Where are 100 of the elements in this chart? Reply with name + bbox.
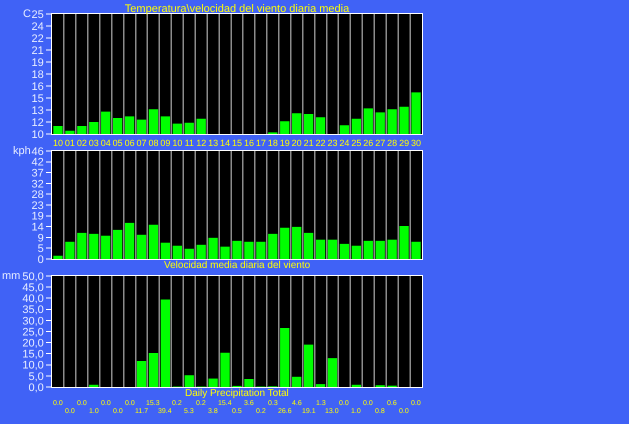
y-tick-label: 45,0: [22, 282, 44, 294]
y-tick-label: 5,0: [28, 370, 44, 383]
chart-title: Temperatura\velocidad del viento diaria media: [124, 3, 350, 15]
bar: [65, 242, 75, 259]
bar: [316, 384, 326, 387]
x-tick-label: 25: [351, 138, 362, 148]
y-tick-label: 5: [38, 243, 44, 256]
bar: [160, 242, 170, 259]
x-tick-label: 01: [64, 138, 75, 148]
y-tick-label: 24: [32, 20, 44, 33]
y-tick-label: 15: [32, 92, 44, 105]
x-tick-label: 07: [136, 138, 147, 148]
bar: [256, 242, 266, 259]
x-tick-label: 08: [148, 138, 158, 148]
bar: [172, 246, 182, 259]
bar: [136, 234, 146, 259]
bar: [304, 232, 314, 259]
x-tick-label: 18: [268, 138, 278, 148]
bar: [328, 240, 338, 259]
y-tick-label: 12: [32, 116, 44, 129]
x-tick-label: 27: [375, 138, 386, 148]
x-tick-label: 21: [304, 138, 314, 148]
x-tick-label: 16: [244, 138, 254, 148]
y-tick-label: 13: [32, 104, 44, 117]
bar: [220, 352, 230, 387]
y-tick-label: 0: [38, 254, 44, 266]
x-axis-title: Daily Precipitation Total: [185, 388, 289, 399]
bar: [316, 240, 326, 259]
x-tick-label: 05: [112, 138, 123, 148]
x-tick-label: 20: [292, 138, 302, 148]
bar: [208, 238, 218, 259]
bar: [148, 224, 158, 259]
x-tick-label: 03: [88, 138, 99, 148]
y-tick-label: 19: [32, 210, 44, 223]
bar: [184, 375, 194, 387]
y-tick-label: 25: [32, 8, 44, 21]
bar: [53, 256, 63, 259]
y-tick-label: 28: [32, 189, 44, 202]
y-tick-label: 23: [32, 200, 44, 212]
x-tick-label: 11: [184, 138, 194, 148]
x-tick-label: 28: [387, 138, 398, 148]
y-tick-label: 9: [38, 232, 44, 244]
bar: [388, 240, 397, 259]
y-tick-label: 46: [32, 146, 44, 158]
x-tick-label: 15: [232, 138, 242, 148]
bar: [124, 222, 134, 259]
bar: [232, 240, 242, 259]
x-tick-label: 04: [100, 138, 111, 148]
x-tick-label: 10: [172, 138, 182, 148]
y-tick-label: 16: [32, 80, 44, 93]
bar: [77, 232, 86, 259]
bar: [411, 242, 421, 259]
x-tick-label: 29: [399, 138, 410, 148]
bar: [376, 240, 385, 259]
bar: [184, 248, 194, 259]
bar: [340, 244, 350, 259]
bar: [304, 344, 314, 387]
y-axis-title: kph: [13, 145, 31, 157]
bar: [280, 328, 290, 387]
y-tick-label: 25,0: [22, 326, 44, 338]
x-axis-title: Velocidad media diaria del viento: [164, 260, 311, 271]
y-tick-label: 37: [32, 167, 44, 180]
x-tick-label: 10: [52, 138, 63, 148]
y-axis-title: C: [23, 8, 31, 20]
y-tick-label: 22: [32, 32, 44, 45]
y-tick-label: 0,0: [28, 382, 44, 394]
y-tick-label: 42: [32, 156, 44, 169]
y-tick-label: 40,0: [22, 293, 44, 306]
y-tick-label: 14: [32, 221, 44, 234]
y-tick-label: 30,0: [22, 315, 44, 328]
bar: [244, 379, 254, 387]
bar: [160, 300, 170, 387]
x-tick-label: 19: [280, 138, 290, 148]
y-tick-label: 19: [32, 56, 44, 69]
y-tick-label: 35,0: [22, 304, 44, 316]
y-tick-label: 18: [32, 68, 44, 81]
bar: [89, 234, 98, 259]
bar: [101, 236, 110, 259]
x-tick-label: 23: [327, 138, 338, 148]
x-tick-label: 13: [208, 138, 218, 148]
x-tick-label: 02: [76, 138, 87, 148]
x-tick-label: 24: [339, 138, 350, 148]
y-axis-title: mm: [2, 270, 20, 282]
x-tick-label: 17: [256, 138, 266, 148]
y-tick-label: 20,0: [22, 337, 44, 350]
x-tick-label: 09: [160, 138, 170, 148]
bar: [244, 242, 254, 259]
bar: [292, 226, 302, 259]
y-tick-label: 10,0: [22, 360, 44, 372]
bar: [328, 358, 338, 387]
bar: [280, 228, 290, 259]
x-tick-label: 14: [220, 138, 230, 148]
bar: [208, 378, 218, 387]
y-tick-label: 32: [32, 178, 44, 190]
bar: [112, 230, 122, 259]
bar: [352, 246, 362, 259]
y-tick-label: 50,0: [22, 270, 44, 283]
bar: [148, 353, 158, 387]
bar: [364, 240, 373, 259]
bar: [399, 226, 409, 259]
